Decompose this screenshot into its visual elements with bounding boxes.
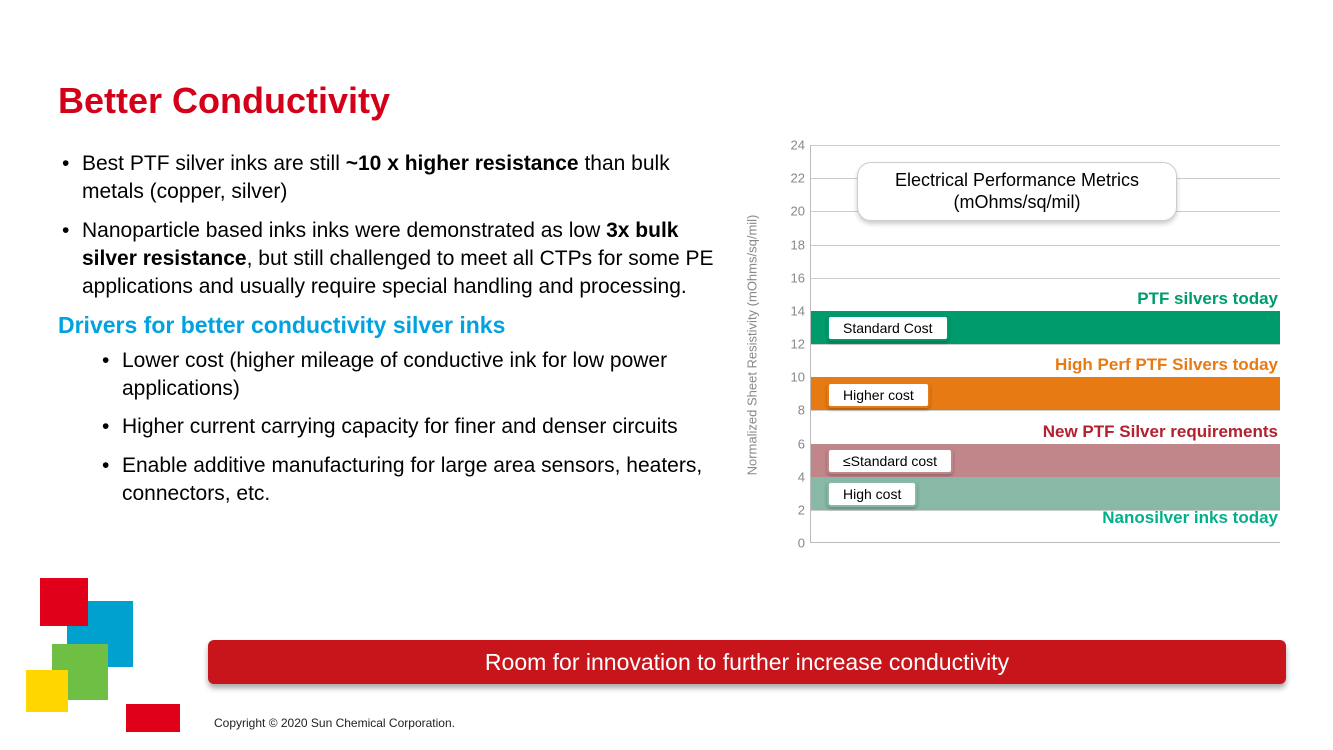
content-body: Best PTF silver inks are still ~10 x hig… — [58, 150, 718, 518]
main-bullets: Best PTF silver inks are still ~10 x hig… — [58, 150, 718, 302]
cost-tag-nano: High cost — [827, 481, 917, 507]
plot-area: 024681012141618202224PTF silvers todaySt… — [810, 145, 1280, 543]
driver-3: Enable additive manufacturing for large … — [98, 452, 718, 509]
drivers-heading: Drivers for better conductivity silver i… — [58, 312, 718, 339]
driver-2: Higher current carrying capacity for fin… — [98, 413, 718, 441]
y-tick-label: 12 — [791, 337, 811, 352]
chart-title-l2: (mOhms/sq/mil) — [876, 191, 1158, 214]
series-label-nano: Nanosilver inks today — [1102, 508, 1278, 528]
gridline — [811, 145, 1280, 146]
y-tick-label: 4 — [798, 469, 811, 484]
bullet-2: Nanoparticle based inks inks were demons… — [58, 217, 718, 302]
cost-tag-ptf: Standard Cost — [827, 315, 949, 341]
y-tick-label: 16 — [791, 270, 811, 285]
logo-square-red2 — [126, 704, 180, 732]
y-tick-label: 14 — [791, 303, 811, 318]
series-label-new: New PTF Silver requirements — [1043, 422, 1278, 442]
y-tick-label: 6 — [798, 436, 811, 451]
y-tick-label: 2 — [798, 502, 811, 517]
text: Nanoparticle based inks inks were demons… — [82, 219, 606, 242]
y-tick-label: 24 — [791, 138, 811, 153]
gridline — [811, 245, 1280, 246]
cost-tag-new: ≤Standard cost — [827, 448, 953, 474]
banner-text: Room for innovation to further increase … — [485, 649, 1009, 676]
y-tick-label: 20 — [791, 204, 811, 219]
brand-logo — [10, 596, 200, 746]
slide-title: Better Conductivity — [58, 80, 390, 122]
y-tick-label: 18 — [791, 237, 811, 252]
driver-1: Lower cost (higher mileage of conductive… — [98, 347, 718, 404]
slide: Better Conductivity Best PTF silver inks… — [0, 0, 1333, 750]
chart-title-l1: Electrical Performance Metrics — [876, 169, 1158, 192]
innovation-banner: Room for innovation to further increase … — [208, 640, 1286, 684]
series-label-ptf: PTF silvers today — [1137, 289, 1278, 309]
bold: ~10 x higher resistance — [346, 152, 579, 175]
y-tick-label: 10 — [791, 370, 811, 385]
y-tick-label: 0 — [798, 536, 811, 551]
resistivity-chart: Normalized Sheet Resistivity (mOhms/sq/m… — [760, 145, 1290, 565]
chart-title: Electrical Performance Metrics(mOhms/sq/… — [857, 162, 1177, 221]
logo-square-red — [40, 578, 88, 626]
gridline — [811, 278, 1280, 279]
y-tick-label: 8 — [798, 403, 811, 418]
gridline — [811, 344, 1280, 345]
cost-tag-hp: Higher cost — [827, 382, 930, 408]
y-tick-label: 22 — [791, 171, 811, 186]
text: Best PTF silver inks are still — [82, 152, 346, 175]
gridline — [811, 410, 1280, 411]
copyright: Copyright © 2020 Sun Chemical Corporatio… — [214, 716, 455, 730]
bullet-1: Best PTF silver inks are still ~10 x hig… — [58, 150, 718, 207]
drivers-list: Lower cost (higher mileage of conductive… — [98, 347, 718, 509]
logo-square-yellow — [26, 670, 68, 712]
series-label-hp: High Perf PTF Silvers today — [1055, 355, 1278, 375]
y-axis-label: Normalized Sheet Resistivity (mOhms/sq/m… — [745, 215, 760, 476]
